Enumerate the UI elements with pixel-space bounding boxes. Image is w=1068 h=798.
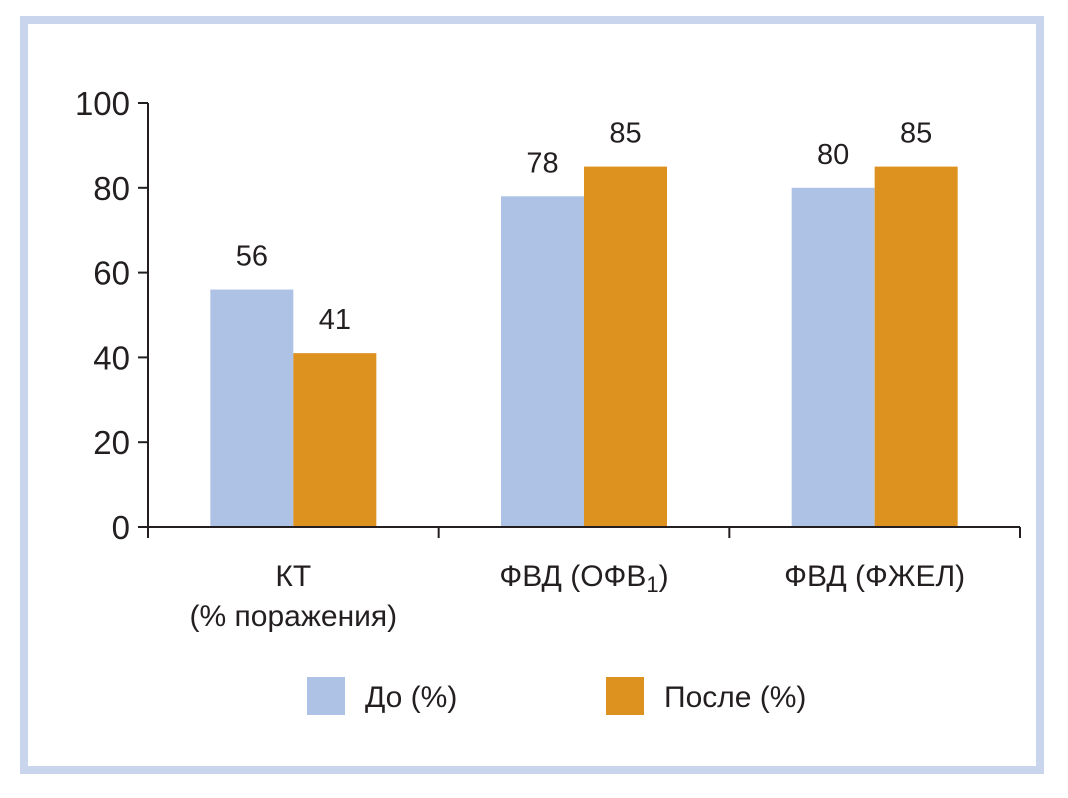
category-label: ФВД (ФЖЕЛ) <box>784 560 965 593</box>
bars-group <box>210 166 958 528</box>
data-label: 80 <box>817 139 849 171</box>
category-label: ФВД (ОФВ1) <box>499 560 668 597</box>
bar <box>791 187 875 528</box>
data-label: 78 <box>526 147 558 179</box>
y-tick-label: 60 <box>93 255 130 292</box>
category-label-line2: (% поражения) <box>190 600 398 633</box>
bar <box>210 289 294 527</box>
y-tick-label: 20 <box>93 424 130 461</box>
y-tick-label: 0 <box>112 509 130 546</box>
data-label: 85 <box>900 118 932 150</box>
y-tick-label: 100 <box>75 85 130 122</box>
legend-label: После (%) <box>664 681 806 714</box>
data-label: 41 <box>319 304 351 336</box>
y-tick-label: 40 <box>93 339 130 376</box>
bar <box>501 196 584 527</box>
bar <box>584 166 667 527</box>
axes-group <box>138 102 1021 538</box>
category-label: КТ <box>275 560 311 593</box>
legend-swatch <box>307 677 345 715</box>
legend: До (%) После (%) <box>307 677 806 715</box>
data-label: 85 <box>609 118 641 150</box>
legend-swatch <box>606 677 644 715</box>
labels-group: 56 41 78 85 80 85 0 20 40 60 80 100 КТ (% поражения) Ф… <box>75 85 965 633</box>
legend-label: До (%) <box>365 681 457 714</box>
bar <box>293 353 377 527</box>
data-label: 56 <box>236 241 268 273</box>
bar <box>874 166 958 527</box>
y-tick-label: 80 <box>93 170 130 207</box>
